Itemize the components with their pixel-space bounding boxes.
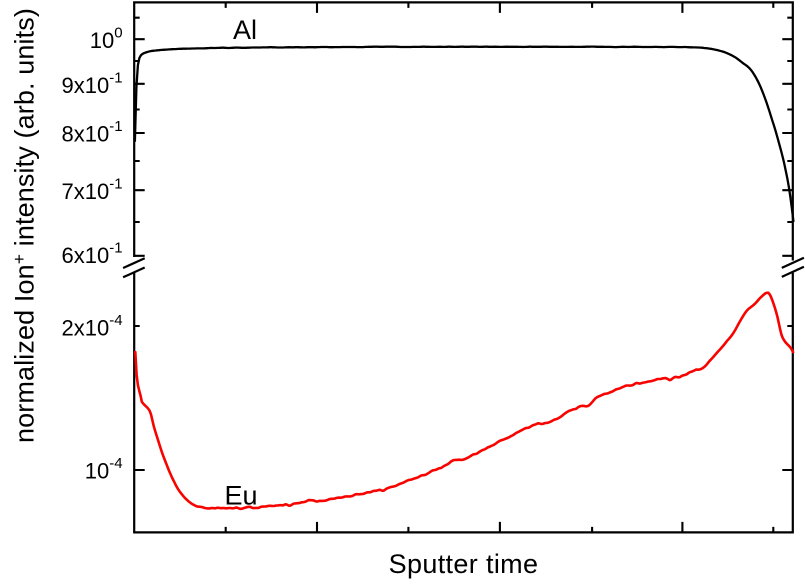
svg-text:100: 100 <box>90 25 123 54</box>
svg-text:Eu: Eu <box>225 481 258 511</box>
svg-text:Al: Al <box>233 15 257 45</box>
svg-text:Sputter time: Sputter time <box>389 549 539 579</box>
svg-text:normalized Ion+ intensity (arb: normalized Ion+ intensity (arb. units) <box>9 8 40 443</box>
